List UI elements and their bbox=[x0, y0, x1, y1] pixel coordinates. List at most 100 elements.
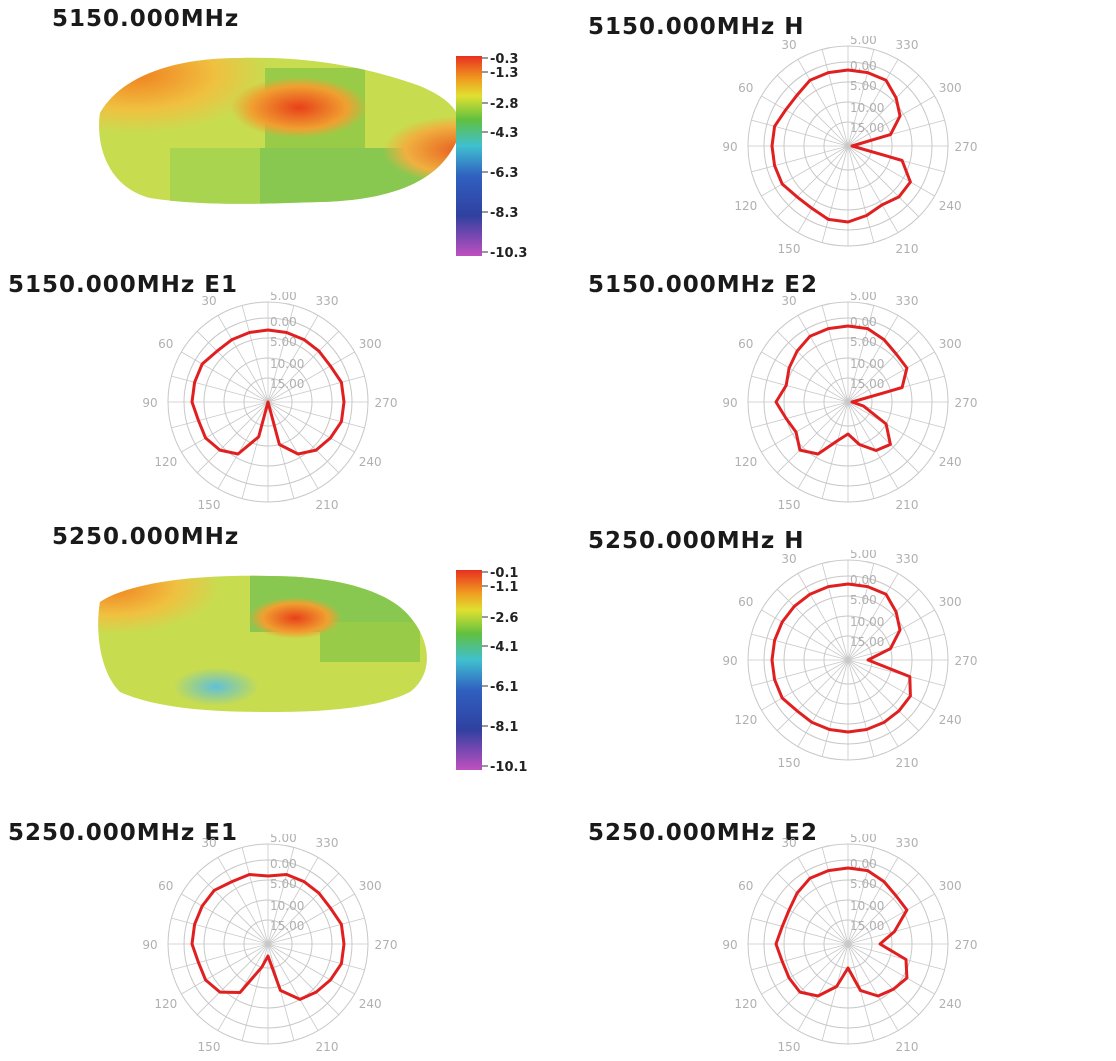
colorbar-tick-label: -0.1 bbox=[490, 566, 518, 581]
polar-angle-label: 330 bbox=[316, 294, 339, 308]
polar-spoke bbox=[761, 145, 849, 197]
polar-spoke bbox=[267, 351, 355, 403]
colorbar-tick-label: -2.6 bbox=[490, 611, 518, 626]
polar-spoke bbox=[847, 659, 875, 757]
polar-angle-label: 90 bbox=[142, 396, 157, 410]
polar-spoke bbox=[847, 943, 919, 1015]
polar-angle-label: 120 bbox=[734, 713, 757, 727]
polar-spoke bbox=[761, 609, 849, 661]
polar-angle-label: 270 bbox=[375, 396, 398, 410]
polar-spoke bbox=[217, 401, 269, 489]
polar-spoke bbox=[267, 331, 339, 403]
polar-angle-label: 30 bbox=[201, 294, 216, 308]
polar-angle-label: 90 bbox=[722, 396, 737, 410]
polar-angle-label: 60 bbox=[738, 337, 753, 351]
polar-spoke bbox=[797, 943, 849, 1031]
colorbar-tick-label: -4.1 bbox=[490, 640, 518, 655]
polar-angle-label: 300 bbox=[939, 337, 962, 351]
polar-spoke bbox=[171, 401, 269, 429]
polar-ring-label: 10.00 bbox=[850, 615, 884, 629]
polar-chart-p2: 3060901201501802102402703003305.000.005.… bbox=[722, 33, 978, 272]
polar-spoke bbox=[267, 401, 355, 453]
polar-spoke bbox=[181, 401, 269, 453]
polar-angle-label: 150 bbox=[198, 1040, 221, 1054]
polar-panel-p7: 3060901201501802102402703003305.000.005.… bbox=[6, 831, 546, 1061]
polar-spoke bbox=[847, 75, 919, 147]
polar-angle-label: 240 bbox=[939, 455, 962, 469]
polar-angle-label: 300 bbox=[939, 595, 962, 609]
polar-spoke bbox=[847, 145, 919, 217]
polar-spoke bbox=[821, 659, 849, 757]
polar-spoke bbox=[847, 401, 935, 453]
polar-spoke bbox=[181, 943, 269, 995]
polar-panel-p4: 3060901201501802102402703003305.000.005.… bbox=[586, 289, 1116, 528]
polar-angle-label: 300 bbox=[359, 337, 382, 351]
chart-title-p2: 5150.000MHz H bbox=[588, 14, 805, 40]
polar-spoke bbox=[777, 331, 849, 403]
polar-spoke bbox=[847, 401, 899, 489]
polar-ring-label: 5.00 bbox=[850, 335, 877, 349]
polar-spoke bbox=[847, 563, 875, 661]
polar-trace bbox=[190, 873, 346, 1001]
polar-angle-label: 270 bbox=[955, 938, 978, 952]
polar-spoke bbox=[241, 943, 269, 1041]
polar-ring-label: 5.00 bbox=[850, 834, 877, 845]
polar-angle-label: 330 bbox=[896, 552, 919, 566]
polar-spoke bbox=[847, 857, 899, 945]
colorbar-tick-label: -6.1 bbox=[490, 680, 518, 695]
polar-angle-label: 270 bbox=[955, 654, 978, 668]
polar-spoke bbox=[197, 401, 269, 473]
polar-spoke bbox=[797, 857, 849, 945]
chart-title-p6: 5250.000MHz H bbox=[588, 528, 805, 554]
polar-chart-p6: 3060901201501802102402703003305.000.005.… bbox=[722, 547, 978, 786]
colorbar-tick-label: -6.3 bbox=[490, 166, 518, 181]
polar-spoke bbox=[847, 943, 875, 1041]
polar-angle-label: 210 bbox=[896, 1040, 919, 1054]
polar-ring-label: 5.00 bbox=[270, 335, 297, 349]
heatmap-surface-p5 bbox=[98, 575, 427, 713]
polar-spoke bbox=[751, 633, 849, 661]
polar-spoke bbox=[847, 145, 899, 233]
polar-angle-label: 270 bbox=[955, 396, 978, 410]
polar-spoke bbox=[847, 49, 875, 147]
polar-angle-label: 240 bbox=[359, 455, 382, 469]
polar-spoke bbox=[751, 659, 849, 687]
polar-chart-p3: 3060901201501802102402703003305.000.005.… bbox=[142, 289, 398, 528]
chart-title-p1: 5150.000MHz bbox=[52, 6, 240, 32]
polar-trace bbox=[770, 582, 912, 734]
polar-ring-label: 15.00 bbox=[850, 121, 884, 135]
polar-angle-label: 270 bbox=[955, 140, 978, 154]
polar-trace bbox=[774, 866, 909, 998]
polar-spoke bbox=[267, 401, 339, 473]
polar-panel-p6: 3060901201501802102402703003305.000.005.… bbox=[586, 547, 1116, 786]
polar-spoke bbox=[197, 873, 269, 945]
polar-spoke bbox=[847, 145, 875, 243]
polar-angle-label: 120 bbox=[154, 997, 177, 1011]
polar-angle-label: 210 bbox=[316, 1040, 339, 1054]
colorbar-tick-label: -2.8 bbox=[490, 97, 518, 112]
polar-angle-label: 300 bbox=[939, 81, 962, 95]
polar-spoke bbox=[217, 857, 269, 945]
polar-spoke bbox=[847, 659, 945, 687]
polar-trace bbox=[770, 68, 912, 224]
polar-spoke bbox=[777, 401, 849, 473]
polar-spoke bbox=[821, 847, 849, 945]
polar-spoke bbox=[267, 857, 319, 945]
polar-spoke bbox=[821, 145, 849, 243]
polar-angle-label: 330 bbox=[896, 294, 919, 308]
polar-spoke bbox=[761, 351, 849, 403]
polar-spoke bbox=[847, 633, 945, 661]
polar-ring-label: 5.00 bbox=[850, 550, 877, 561]
polar-panel-p3: 3060901201501802102402703003305.000.005.… bbox=[6, 289, 546, 528]
polar-spoke bbox=[847, 573, 899, 661]
polar-spoke bbox=[847, 893, 935, 945]
polar-angle-label: 30 bbox=[201, 836, 216, 850]
polar-chart-p7: 3060901201501802102402703003305.000.005.… bbox=[142, 831, 397, 1061]
polar-spoke bbox=[821, 305, 849, 403]
polar-ring-label: 5.00 bbox=[270, 292, 297, 303]
polar-angle-label: 300 bbox=[359, 879, 382, 893]
polar-spoke bbox=[181, 893, 269, 945]
colorbar-tick-label: -10.3 bbox=[490, 246, 527, 261]
polar-angle-label: 60 bbox=[738, 879, 753, 893]
polar-trace bbox=[774, 324, 909, 456]
